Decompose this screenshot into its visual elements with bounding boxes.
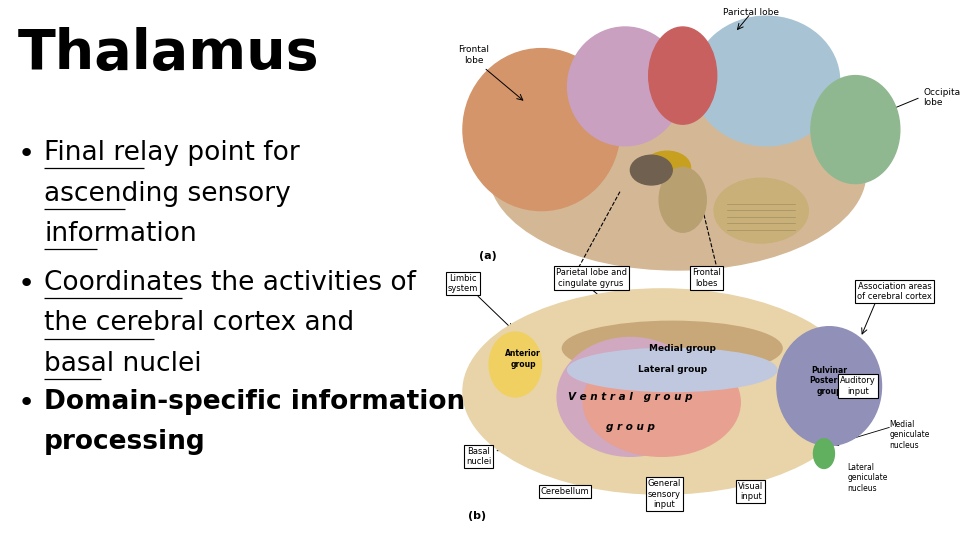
Ellipse shape (813, 438, 834, 468)
Ellipse shape (489, 76, 866, 270)
Text: Thalamus: Thalamus (17, 27, 320, 81)
Ellipse shape (584, 348, 740, 456)
Text: Medial
geniculate
nucleus: Medial geniculate nucleus (889, 420, 929, 450)
Text: Anterior
group: Anterior group (505, 349, 541, 369)
Text: Lateral
geniculate
nucleus: Lateral geniculate nucleus (848, 463, 888, 493)
Ellipse shape (649, 27, 717, 124)
Text: (a): (a) (479, 251, 496, 261)
Ellipse shape (777, 327, 881, 446)
Text: Association areas
of cerebral cortex: Association areas of cerebral cortex (857, 282, 932, 301)
Text: Domain-specific information: Domain-specific information (44, 389, 466, 415)
Ellipse shape (567, 348, 777, 392)
Text: processing: processing (44, 429, 205, 455)
Text: Coordinates the activities of: Coordinates the activities of (44, 270, 417, 296)
Text: Frontal
lobes: Frontal lobes (692, 268, 721, 288)
Ellipse shape (563, 321, 782, 375)
Text: Limbic
system: Limbic system (447, 274, 478, 293)
Ellipse shape (660, 167, 707, 232)
Text: Auditory
input: Auditory input (840, 376, 876, 396)
Text: Occipital
lobe: Occipital lobe (924, 87, 960, 107)
Ellipse shape (463, 289, 860, 494)
Text: Parietal lobe and
cingulate gyrus: Parietal lobe and cingulate gyrus (556, 268, 627, 288)
Text: information: information (44, 221, 197, 247)
Ellipse shape (714, 178, 808, 243)
Text: Lateral group: Lateral group (637, 366, 707, 374)
Text: V e n t r a l   g r o u p: V e n t r a l g r o u p (568, 392, 692, 402)
Ellipse shape (643, 151, 690, 184)
Text: •: • (17, 270, 35, 298)
Ellipse shape (489, 332, 541, 397)
Ellipse shape (631, 155, 672, 185)
Text: (b): (b) (468, 511, 487, 521)
Text: Basal
nuclei: Basal nuclei (466, 447, 492, 466)
Text: ascending sensory: ascending sensory (44, 181, 291, 207)
Ellipse shape (567, 27, 683, 146)
Ellipse shape (693, 16, 840, 146)
Text: Frontal
lobe: Frontal lobe (458, 45, 489, 65)
Text: basal nuclei: basal nuclei (44, 351, 202, 377)
Text: Medial group: Medial group (649, 344, 716, 353)
Text: Parictal lobe: Parictal lobe (723, 8, 779, 17)
Text: Visual
input: Visual input (738, 482, 763, 501)
Text: g r o u p: g r o u p (606, 422, 655, 431)
Text: Final relay point for: Final relay point for (44, 140, 300, 166)
Text: •: • (17, 140, 35, 168)
Ellipse shape (557, 338, 704, 456)
Ellipse shape (463, 49, 620, 211)
Text: •: • (17, 389, 35, 417)
Text: Pulvinar
Posterior
group: Pulvinar Posterior group (809, 366, 850, 396)
Ellipse shape (811, 76, 900, 184)
Text: General
sensory
input: General sensory input (648, 479, 681, 509)
Text: Cerebellum: Cerebellum (540, 487, 589, 496)
Text: the cerebral cortex and: the cerebral cortex and (44, 310, 354, 336)
